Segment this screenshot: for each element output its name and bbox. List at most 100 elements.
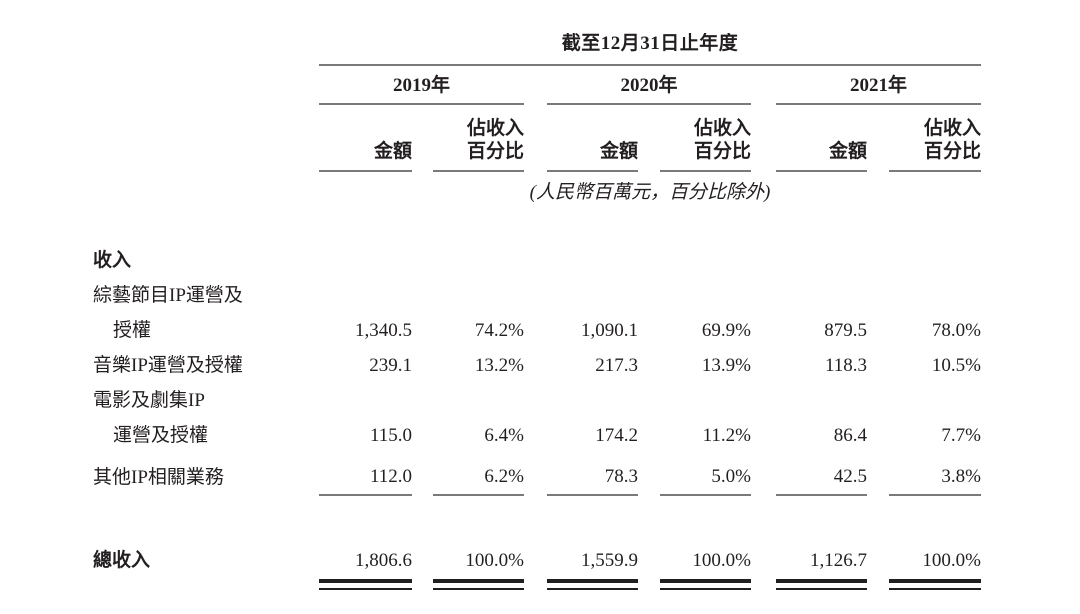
gap-cell	[638, 104, 660, 171]
amount-col-header-2021: 金額	[776, 104, 867, 172]
amount-cell-2021	[776, 377, 867, 412]
gap-cell	[867, 447, 889, 495]
gap-cell	[524, 377, 547, 412]
gap-cell	[751, 65, 776, 104]
gap-cell	[638, 307, 660, 342]
gap-cell	[867, 412, 889, 447]
gap-cell	[638, 272, 660, 307]
total-label: 總收入	[93, 550, 151, 571]
gap-cell	[412, 412, 433, 447]
gap-cell	[867, 307, 889, 342]
period-header-row: 截至12月31日止年度	[85, 33, 981, 66]
pct-header-line1: 佔收入	[923, 118, 981, 139]
table-row: 運營及授權 115.0 6.4% 174.2 11.2% 86.4 7.7%	[85, 412, 981, 447]
pct-col-header-2020: 佔收入 百分比	[660, 104, 751, 172]
gap-cell	[867, 377, 889, 412]
gap-cell	[867, 342, 889, 377]
pct-cell-2020: 69.9%	[701, 320, 751, 341]
gap-cell	[638, 412, 660, 447]
amount-cell-2019: 1,340.5	[355, 320, 412, 341]
row-label: 音樂IP運營及授權	[93, 355, 243, 376]
amount-cell-2020: 1,090.1	[581, 320, 638, 341]
gap-cell	[638, 572, 660, 590]
gap-cell	[524, 342, 547, 377]
gap-cell	[85, 171, 319, 208]
amount-cell-2021: 118.3	[824, 355, 867, 376]
gap-cell	[85, 572, 319, 590]
total-amount-cell-2019: 1,806.6	[355, 550, 412, 571]
row-label: 綜藝節目IP運營及	[93, 285, 243, 306]
amount-cell-2021	[776, 272, 867, 307]
total-pct-cell-2021: 100.0%	[922, 550, 981, 571]
gap-cell	[751, 342, 776, 377]
pct-cell-2021: 7.7%	[941, 425, 981, 446]
gap-cell	[85, 33, 319, 65]
gap-cell	[524, 542, 547, 572]
pct-cell-2020	[660, 272, 751, 307]
row-label: 電影及劇集IP	[93, 390, 205, 411]
gap-cell	[412, 342, 433, 377]
total-pct-cell-2020: 100.0%	[692, 550, 751, 571]
gap-cell	[751, 104, 776, 171]
amount-cell-2019: 112.0	[319, 447, 412, 496]
table-row: 授權 1,340.5 74.2% 1,090.1 69.9% 879.5 78.…	[85, 307, 981, 342]
pct-cell-2021	[889, 377, 981, 412]
gap-cell	[524, 412, 547, 447]
gap-cell	[85, 65, 319, 104]
amount-cell-2019	[319, 377, 412, 412]
pct-col-header-2019: 佔收入 百分比	[433, 104, 524, 172]
column-header-row: 金額 佔收入 百分比 金額 佔收入 百分比 金額 佔收入 百分比	[85, 104, 981, 172]
amount-cell-2020: 217.3	[595, 355, 638, 376]
amount-cell-2021: 86.4	[833, 425, 867, 446]
year-header-2020: 2020年	[547, 65, 751, 105]
pct-cell-2019: 6.2%	[433, 447, 524, 496]
spacer-row	[85, 208, 981, 248]
amount-cell-2020	[547, 272, 638, 307]
row-label: 運營及授權	[113, 425, 209, 446]
row-label: 其他IP相關業務	[93, 467, 224, 488]
amount-cell-2019: 115.0	[369, 425, 412, 446]
gap-cell	[751, 542, 776, 572]
amount-cell-2020: 78.3	[547, 447, 638, 496]
table-row: 電影及劇集IP	[85, 377, 981, 412]
double-rule	[433, 572, 524, 590]
amount-cell-2020	[547, 377, 638, 412]
gap-cell	[412, 307, 433, 342]
gap-cell	[867, 272, 889, 307]
pct-cell-2019: 6.4%	[484, 425, 524, 446]
spacer-row	[85, 495, 981, 542]
gap-cell	[412, 104, 433, 171]
amount-col-header-2020: 金額	[547, 104, 638, 172]
pct-cell-2020: 5.0%	[660, 447, 751, 496]
gap-cell	[524, 572, 547, 590]
gap-cell	[524, 104, 547, 171]
total-row: 總收入 1,806.6 100.0% 1,559.9 100.0% 1,126.…	[85, 542, 981, 572]
total-amount-cell-2020: 1,559.9	[581, 550, 638, 571]
total-amount-cell-2021: 1,126.7	[810, 550, 867, 571]
gap-cell	[638, 447, 660, 495]
gap-cell	[638, 342, 660, 377]
pct-cell-2021: 10.5%	[931, 355, 981, 376]
year-header-2021: 2021年	[776, 65, 981, 105]
spacer-cell	[85, 208, 981, 248]
pct-header-line1: 佔收入	[693, 118, 751, 139]
table-row: 其他IP相關業務 112.0 6.2% 78.3 5.0% 42.5 3.8%	[85, 447, 981, 496]
unit-note-row: (人民幣百萬元，百分比除外)	[85, 171, 981, 208]
gap-cell	[638, 542, 660, 572]
amount-cell-2021: 42.5	[776, 447, 867, 496]
pct-cell-2020: 13.9%	[701, 355, 751, 376]
pct-header-line2: 百分比	[923, 141, 981, 162]
gap-cell	[638, 377, 660, 412]
gap-cell	[85, 104, 319, 171]
pct-header-line2: 百分比	[466, 141, 524, 162]
total-pct-cell-2019: 100.0%	[465, 550, 524, 571]
gap-cell	[412, 542, 433, 572]
pct-cell-2021: 78.0%	[931, 320, 981, 341]
gap-cell	[524, 65, 547, 104]
table-row: 綜藝節目IP運營及	[85, 272, 981, 307]
gap-cell	[867, 542, 889, 572]
gap-cell	[412, 377, 433, 412]
year-header-2019: 2019年	[319, 65, 524, 105]
gap-cell	[751, 412, 776, 447]
